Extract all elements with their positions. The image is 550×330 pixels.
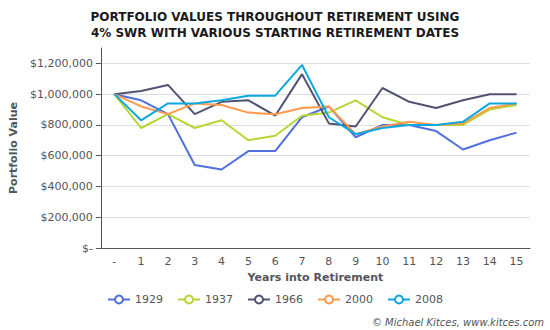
svg-text:15: 15: [510, 255, 524, 268]
svg-text:1929: 1929: [135, 293, 163, 306]
svg-text:11: 11: [402, 255, 416, 268]
svg-text:2008: 2008: [415, 293, 443, 306]
svg-text:1: 1: [138, 255, 145, 268]
svg-text:6: 6: [272, 255, 279, 268]
svg-text:14: 14: [483, 255, 497, 268]
svg-text:1966: 1966: [275, 293, 303, 306]
svg-text:PORTFOLIO VALUES THROUGHOUT RE: PORTFOLIO VALUES THROUGHOUT RETIREMENT U…: [91, 10, 460, 24]
svg-text:2: 2: [164, 255, 171, 268]
svg-text:Years into Retirement: Years into Retirement: [247, 271, 384, 284]
svg-text:12: 12: [429, 255, 443, 268]
svg-text:3: 3: [191, 255, 198, 268]
svg-text:4% SWR WITH VARIOUS STARTING R: 4% SWR WITH VARIOUS STARTING RETIREMENT …: [91, 26, 459, 40]
svg-text:$800,000: $800,000: [40, 118, 93, 131]
svg-text:© Michael Kitces, www.kitces.c: © Michael Kitces, www.kitces.com: [372, 317, 544, 328]
svg-text:$1,200,000: $1,200,000: [30, 57, 93, 70]
svg-text:13: 13: [456, 255, 470, 268]
svg-text:2000: 2000: [345, 293, 373, 306]
svg-text:10: 10: [375, 255, 389, 268]
svg-text:9: 9: [352, 255, 359, 268]
svg-text:$200,000: $200,000: [40, 211, 93, 224]
svg-text:5: 5: [245, 255, 252, 268]
svg-text:$400,000: $400,000: [40, 180, 93, 193]
svg-text:4: 4: [218, 255, 225, 268]
svg-text:7: 7: [299, 255, 306, 268]
svg-text:$600,000: $600,000: [40, 149, 93, 162]
svg-text:1937: 1937: [205, 293, 233, 306]
svg-text:-: -: [112, 255, 116, 268]
svg-text:$-: $-: [82, 242, 93, 255]
svg-text:Portfolio Value: Portfolio Value: [7, 102, 20, 194]
svg-text:$1,000,000: $1,000,000: [30, 88, 93, 101]
svg-text:8: 8: [325, 255, 332, 268]
